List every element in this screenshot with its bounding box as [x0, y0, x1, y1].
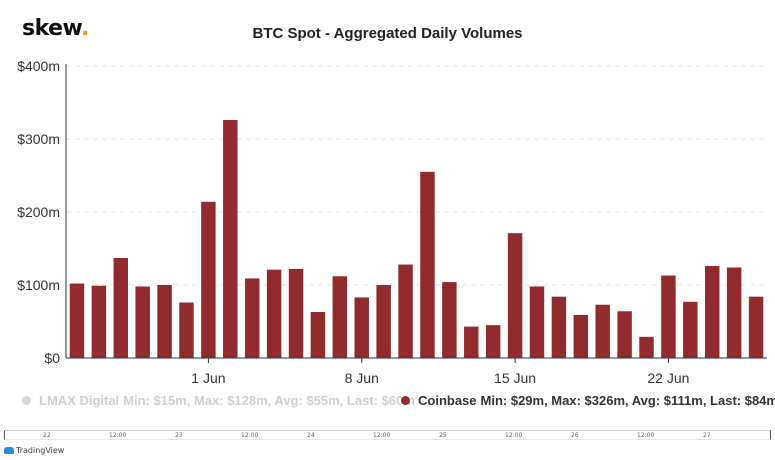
bar — [617, 311, 632, 358]
bar — [464, 326, 479, 358]
navigator-tick-label: 25 — [439, 432, 447, 439]
y-tick-label: $300m — [17, 131, 60, 147]
skew-logo: skew. — [22, 16, 89, 41]
navigator-tick-label: 24 — [307, 432, 315, 439]
bar — [748, 296, 764, 358]
tradingview-attribution[interactable]: TradingView — [4, 446, 64, 455]
bar — [529, 286, 545, 358]
chart-title: BTC Spot - Aggregated Daily Volumes — [252, 25, 523, 42]
x-tick-label: 15 Jun — [494, 370, 536, 386]
bar-chart[interactable]: $0 $100m $200m $300m $400m 1 Jun 8 Jun 15 Jun 22… — [0, 0, 775, 392]
navigator-tick-label: 26 — [571, 432, 579, 439]
y-tick-label: $100m — [17, 277, 60, 293]
legend-dot-icon — [22, 396, 31, 406]
bar — [135, 286, 150, 358]
bar — [573, 314, 589, 358]
bar — [223, 120, 238, 359]
navigator-tick-label: 12:00 — [109, 432, 127, 439]
bar — [507, 233, 523, 358]
x-tick-label: 1 Jun — [191, 370, 225, 386]
tradingview-cloud-icon — [4, 447, 14, 454]
navigator-tick-label: 12:00 — [241, 432, 259, 439]
bar — [354, 297, 369, 358]
legend: LMAX Digital Min: $15m, Max: $128m, Avg: … — [0, 393, 775, 413]
bar — [288, 268, 304, 358]
navigator-tick-label: 23 — [175, 432, 183, 439]
bar — [157, 285, 172, 358]
bar — [485, 325, 501, 358]
bar — [201, 201, 216, 358]
bar — [661, 275, 676, 358]
bar — [266, 269, 282, 358]
bar — [91, 285, 107, 358]
bar — [398, 264, 413, 358]
navigator-tick-label: 12:00 — [505, 432, 523, 439]
bar — [442, 282, 457, 358]
bar — [244, 278, 260, 358]
time-navigator[interactable]: 22 12:00 23 12:00 24 12:00 25 12:00 26 12:00 27 — [4, 430, 771, 440]
navigator-tick-label: 27 — [703, 432, 711, 439]
bar — [639, 336, 654, 358]
legend-dot-icon — [401, 396, 410, 406]
bar — [420, 171, 435, 358]
y-tick-label: $400m — [17, 58, 60, 74]
navigator-tick-label: 12:00 — [373, 432, 391, 439]
bar — [376, 285, 391, 358]
bar — [551, 296, 567, 358]
bar — [332, 276, 348, 358]
bar — [705, 266, 720, 358]
bar — [683, 301, 698, 358]
navigator-tick-label: 22 — [43, 432, 51, 439]
bar — [595, 304, 610, 358]
bar — [726, 267, 742, 358]
navigator-tick-label: 12:00 — [637, 432, 655, 439]
bar — [179, 302, 194, 358]
bar — [310, 312, 326, 358]
x-tick-label: 8 Jun — [345, 370, 379, 386]
bar — [113, 257, 128, 358]
y-tick-label: $200m — [17, 204, 60, 220]
legend-item-coinbase[interactable]: Coinbase Min: $29m, Max: $326m, Avg: $111… — [401, 393, 775, 408]
y-tick-label: $0 — [44, 350, 60, 366]
legend-item-lmax-digital[interactable]: LMAX Digital Min: $15m, Max: $128m, Avg: … — [22, 393, 415, 408]
bar — [69, 283, 85, 358]
x-tick-label: 22 Jun — [647, 370, 689, 386]
